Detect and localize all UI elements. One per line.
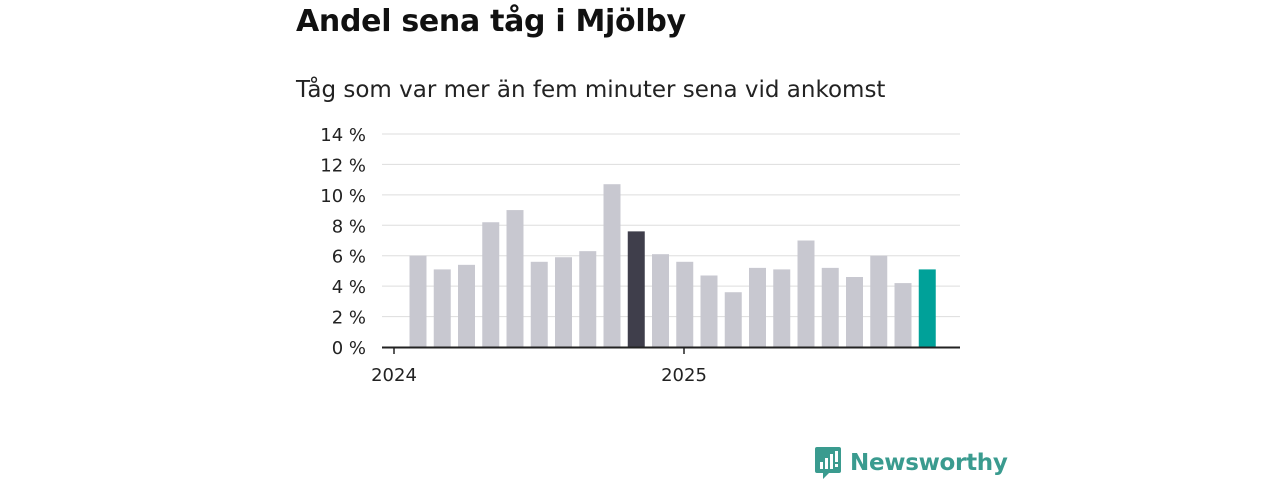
y-tick-label: 10 %: [320, 186, 366, 207]
y-tick-label: 6 %: [332, 247, 366, 268]
newsworthy-brand: Newsworthy: [814, 445, 1008, 481]
x-tick-label: 2025: [661, 365, 707, 386]
bar: [821, 267, 839, 347]
bar: [555, 257, 572, 347]
bar: [918, 269, 936, 347]
bar: [482, 222, 500, 347]
y-tick-label: 2 %: [332, 308, 366, 329]
bar: [797, 240, 815, 347]
y-tick-label: 12 %: [320, 155, 366, 176]
x-tick-label: 2024: [371, 365, 417, 386]
bar: [530, 261, 548, 347]
bar: [676, 261, 694, 347]
bar: [603, 184, 621, 347]
bar: [846, 277, 863, 347]
bar: [894, 283, 912, 347]
chart-title: Andel sena tåg i Mjölby: [296, 4, 686, 39]
chart-subtitle: Tåg som var mer än fem minuter sena vid …: [296, 77, 886, 103]
bar: [506, 210, 524, 347]
bar: [409, 255, 427, 347]
bars: [409, 184, 936, 347]
grid-lines: [382, 133, 960, 318]
y-axis-labels: 0 % 2 % 4 % 6 % 8 % 10 % 12 % 14 %: [320, 125, 366, 359]
bar: [700, 275, 718, 347]
y-tick-label: 0 %: [332, 338, 366, 359]
y-tick-label: 4 %: [332, 277, 366, 298]
brand-name: Newsworthy: [850, 450, 1008, 476]
newsworthy-logo-icon: [815, 447, 841, 479]
bar: [458, 264, 475, 347]
bar: [773, 269, 791, 347]
y-tick-label: 14 %: [320, 125, 366, 146]
bar: [870, 255, 888, 347]
y-tick-label: 8 %: [332, 216, 366, 237]
bar: [579, 251, 597, 347]
bar: [724, 292, 742, 347]
bar: [627, 231, 645, 347]
x-axis-ticks: 2024 2025: [371, 347, 707, 386]
bar: [749, 267, 766, 347]
bar: [433, 269, 451, 347]
bar: [652, 254, 669, 347]
